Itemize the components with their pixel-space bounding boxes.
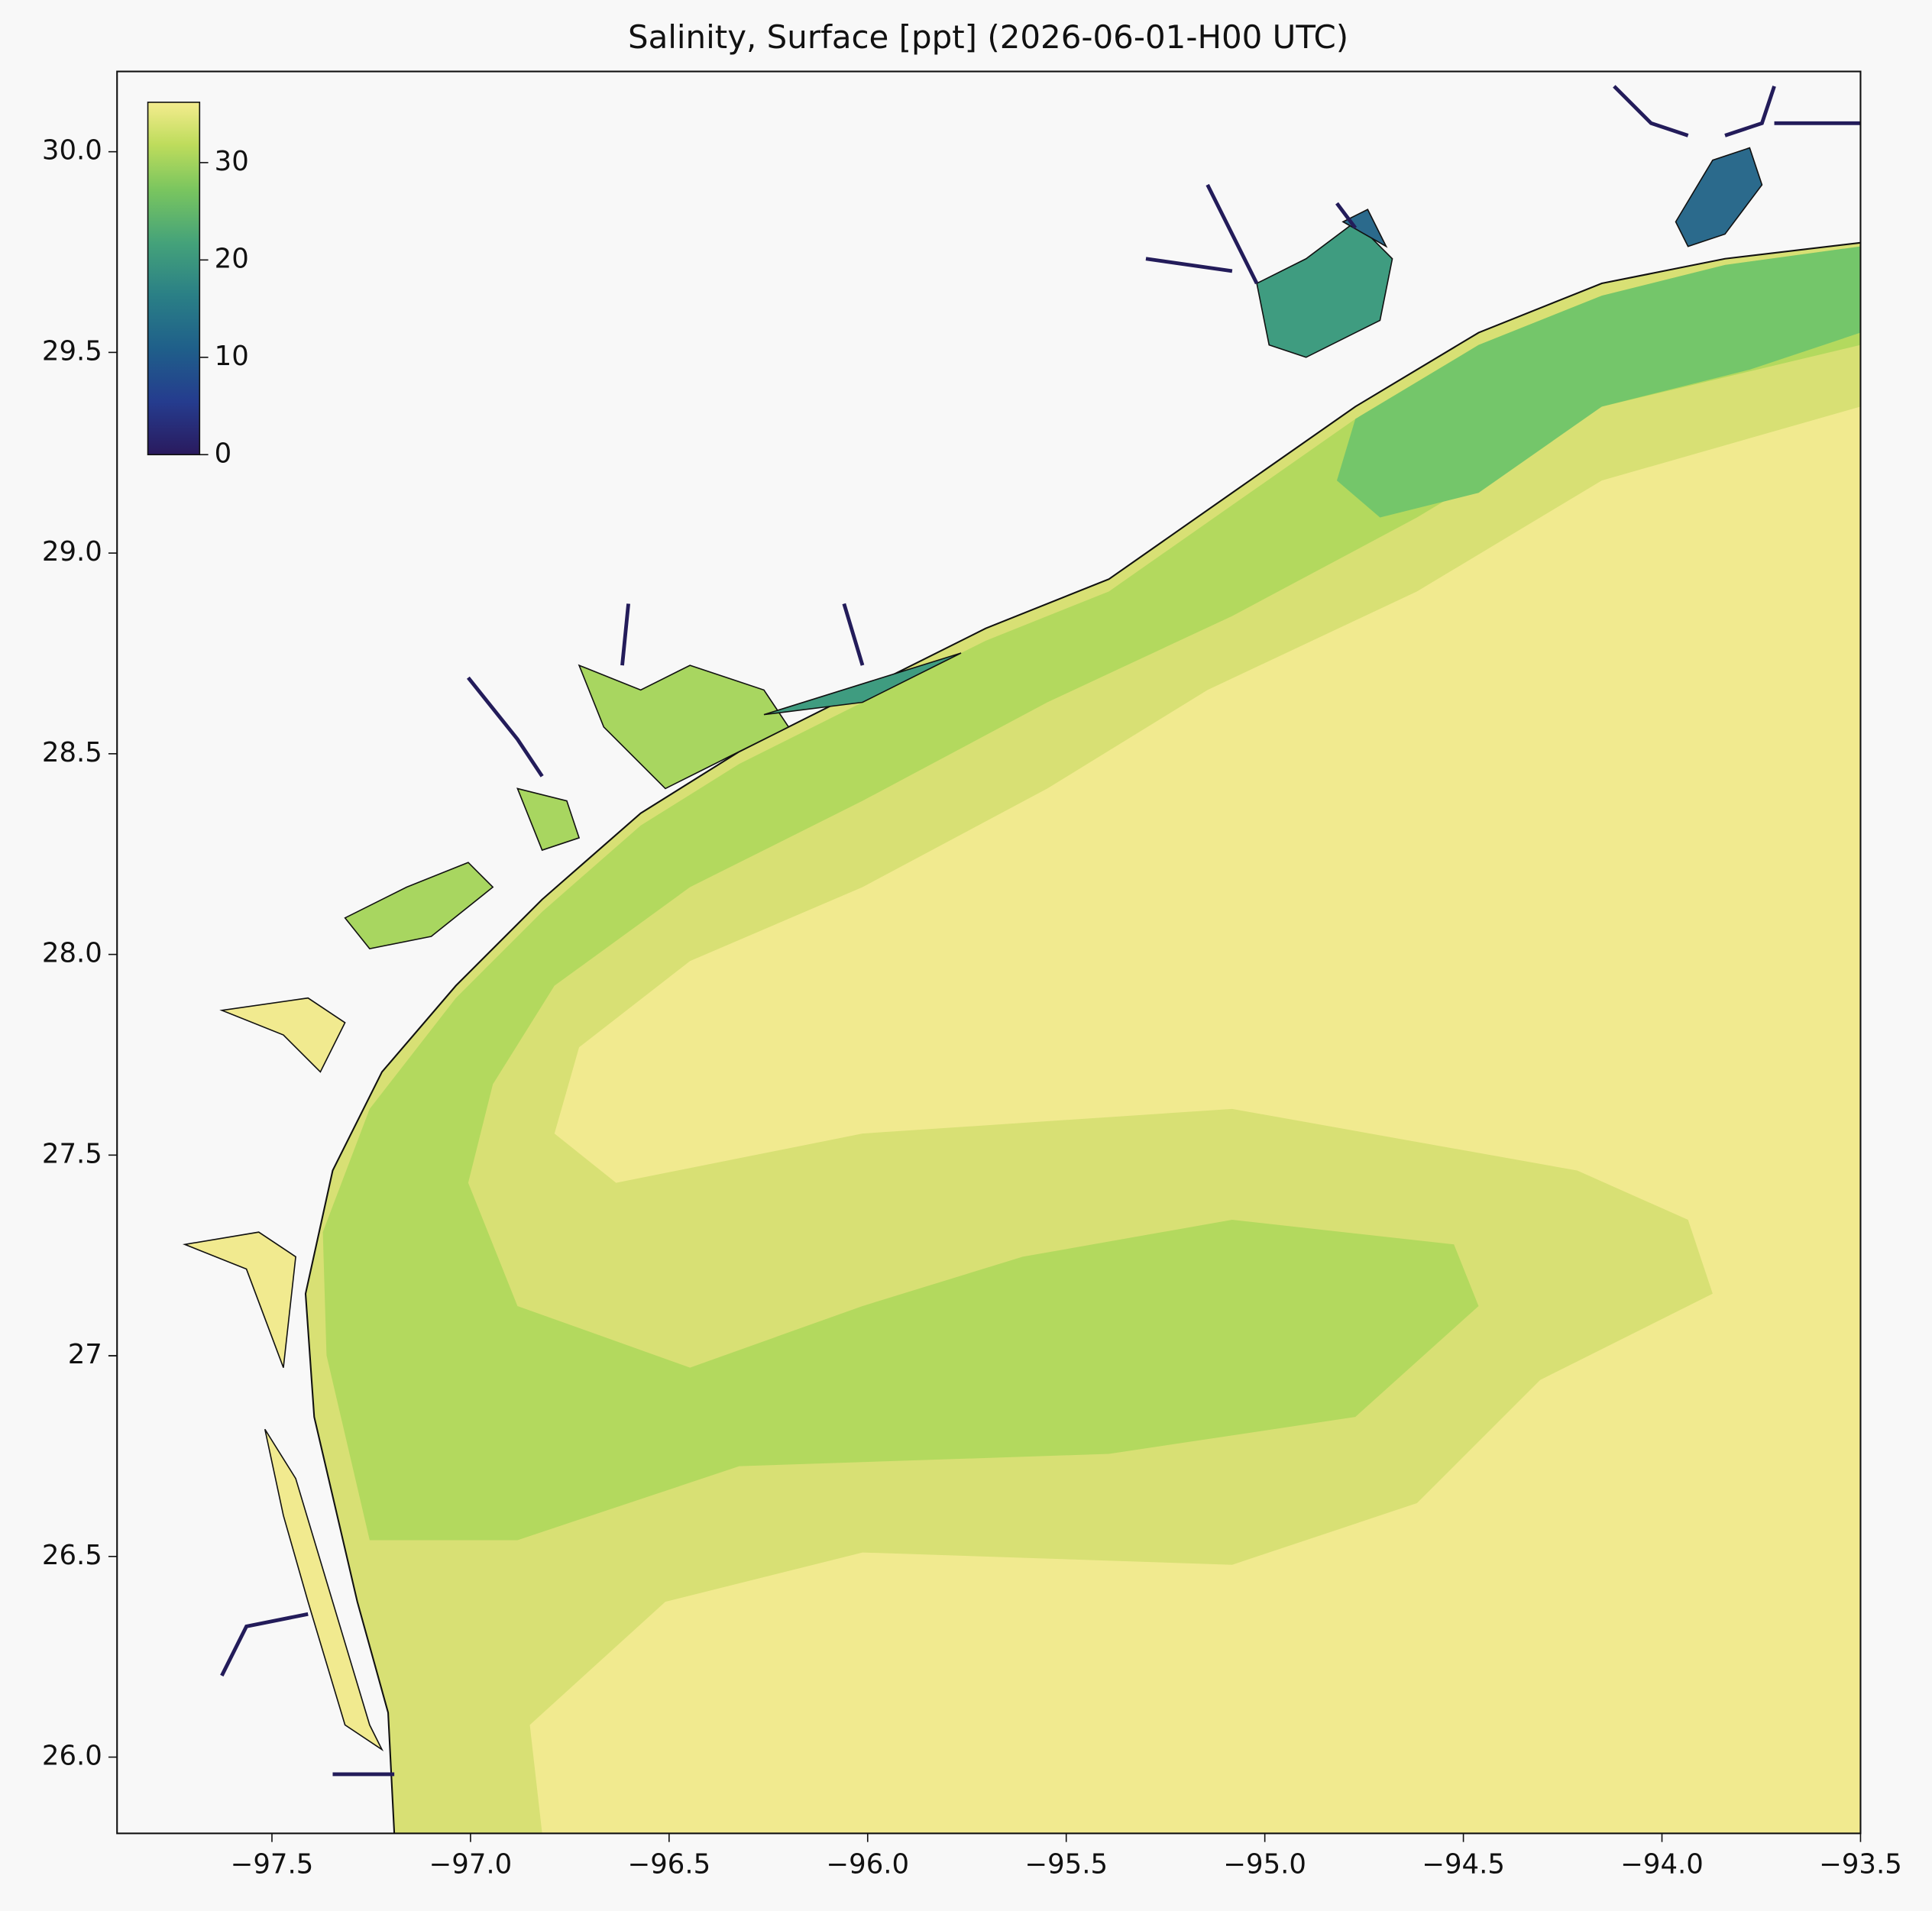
y-tick-label: 26.5 [42,1540,102,1571]
x-tick-label: −94.0 [1620,1848,1704,1880]
brackish-plume [1336,246,1861,518]
y-tick-label: 29.5 [42,335,102,367]
y-tick-label: 27 [68,1339,102,1370]
colorbar-tick-label: 0 [215,438,232,469]
colorbar-tick-label: 30 [215,146,249,177]
colorbar-tick-label: 10 [215,341,249,372]
bay [1341,147,1763,248]
y-tick-label: 28.0 [42,938,102,969]
y-tick-label: 28.5 [42,737,102,768]
axes-frame [116,70,1862,1835]
x-tick-label: −94.5 [1422,1848,1505,1880]
x-tick-label: −95.5 [1024,1848,1108,1880]
x-tick-label: −93.5 [1819,1848,1902,1880]
x-tick-label: −96.5 [627,1848,710,1880]
x-tick-label: −96.0 [826,1848,909,1880]
x-tick-label: −95.0 [1223,1848,1306,1880]
y-tick-label: 27.5 [42,1138,102,1169]
rivers [220,85,1861,1777]
x-tick-label: −97.0 [429,1848,513,1880]
chart-title: Salinity, Surface [ppt] (2026-06-01-H00 … [628,18,1348,56]
y-tick-label: 29.0 [42,536,102,567]
x-tick-label: −97.5 [231,1848,314,1880]
y-tick-label: 30.0 [42,135,102,167]
bay [763,221,1393,716]
map [182,85,1861,1834]
colorbar [147,102,201,456]
bay [182,997,384,1752]
coastline [304,241,1861,1834]
colorbar-tick-label: 20 [215,243,249,274]
bay [344,664,790,950]
y-tick-label: 26.0 [42,1741,102,1772]
